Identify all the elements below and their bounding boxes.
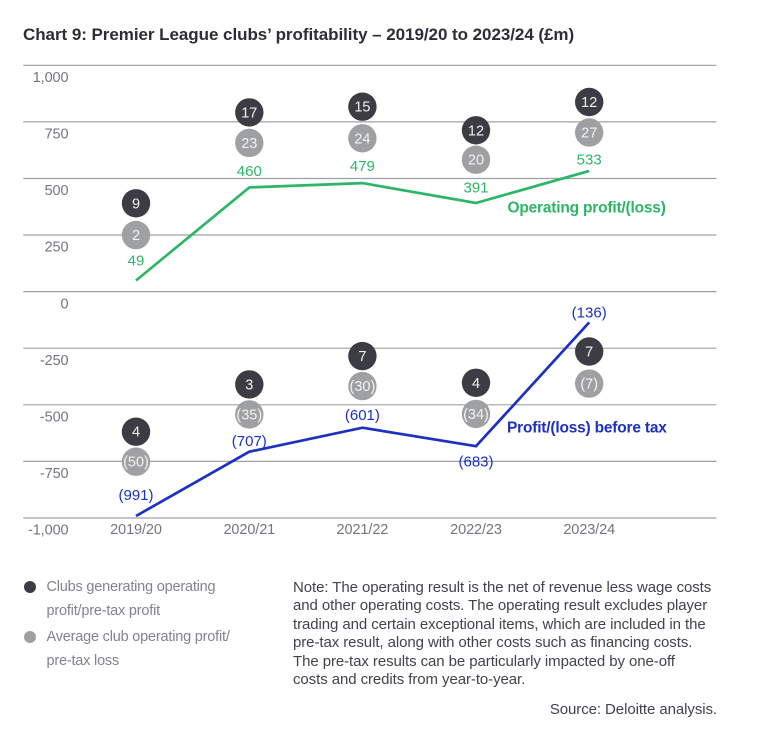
svg-text:27: 27 — [581, 126, 597, 142]
svg-text:250: 250 — [45, 240, 69, 256]
svg-text:533: 533 — [577, 151, 602, 168]
svg-text:23: 23 — [241, 136, 257, 152]
svg-text:(991): (991) — [118, 487, 153, 504]
svg-text:-1,000: -1,000 — [28, 523, 69, 539]
svg-text:2: 2 — [132, 228, 140, 244]
svg-text:2020/21: 2020/21 — [223, 522, 275, 538]
svg-text:750: 750 — [45, 127, 69, 143]
svg-text:7: 7 — [585, 345, 593, 361]
svg-text:24: 24 — [354, 131, 370, 147]
svg-text:500: 500 — [45, 183, 69, 199]
svg-text:Profit/(loss) before tax: Profit/(loss) before tax — [507, 420, 667, 437]
svg-text:2022/23: 2022/23 — [450, 522, 502, 538]
svg-text:(35): (35) — [236, 407, 262, 423]
svg-text:(7): (7) — [580, 377, 598, 393]
svg-text:1,000: 1,000 — [33, 70, 69, 86]
svg-text:(34): (34) — [463, 407, 489, 423]
svg-text:4: 4 — [472, 376, 480, 392]
svg-text:(601): (601) — [345, 407, 380, 424]
svg-text:2023/24: 2023/24 — [563, 522, 615, 538]
svg-text:7: 7 — [358, 349, 366, 365]
svg-text:-250: -250 — [40, 353, 69, 369]
svg-text:Operating profit/(loss): Operating profit/(loss) — [508, 200, 666, 217]
svg-text:2021/22: 2021/22 — [337, 522, 389, 538]
svg-text:-750: -750 — [40, 466, 69, 482]
svg-text:9: 9 — [132, 196, 140, 212]
svg-text:460: 460 — [237, 163, 262, 180]
svg-text:20: 20 — [468, 153, 484, 169]
svg-text:2019/20: 2019/20 — [110, 522, 162, 538]
svg-text:3: 3 — [245, 377, 253, 393]
svg-text:-500: -500 — [40, 410, 69, 426]
svg-text:479: 479 — [350, 158, 375, 175]
svg-text:17: 17 — [241, 105, 257, 121]
svg-text:12: 12 — [581, 95, 597, 111]
svg-text:15: 15 — [354, 100, 370, 116]
svg-text:(30): (30) — [350, 379, 376, 395]
svg-text:49: 49 — [128, 253, 145, 270]
svg-text:4: 4 — [132, 425, 140, 441]
svg-text:12: 12 — [468, 123, 484, 139]
svg-text:391: 391 — [463, 180, 488, 197]
svg-text:(136): (136) — [572, 304, 607, 321]
svg-text:0: 0 — [61, 296, 69, 312]
svg-text:(707): (707) — [232, 433, 267, 450]
svg-text:(683): (683) — [458, 454, 493, 471]
svg-text:(50): (50) — [123, 455, 149, 471]
